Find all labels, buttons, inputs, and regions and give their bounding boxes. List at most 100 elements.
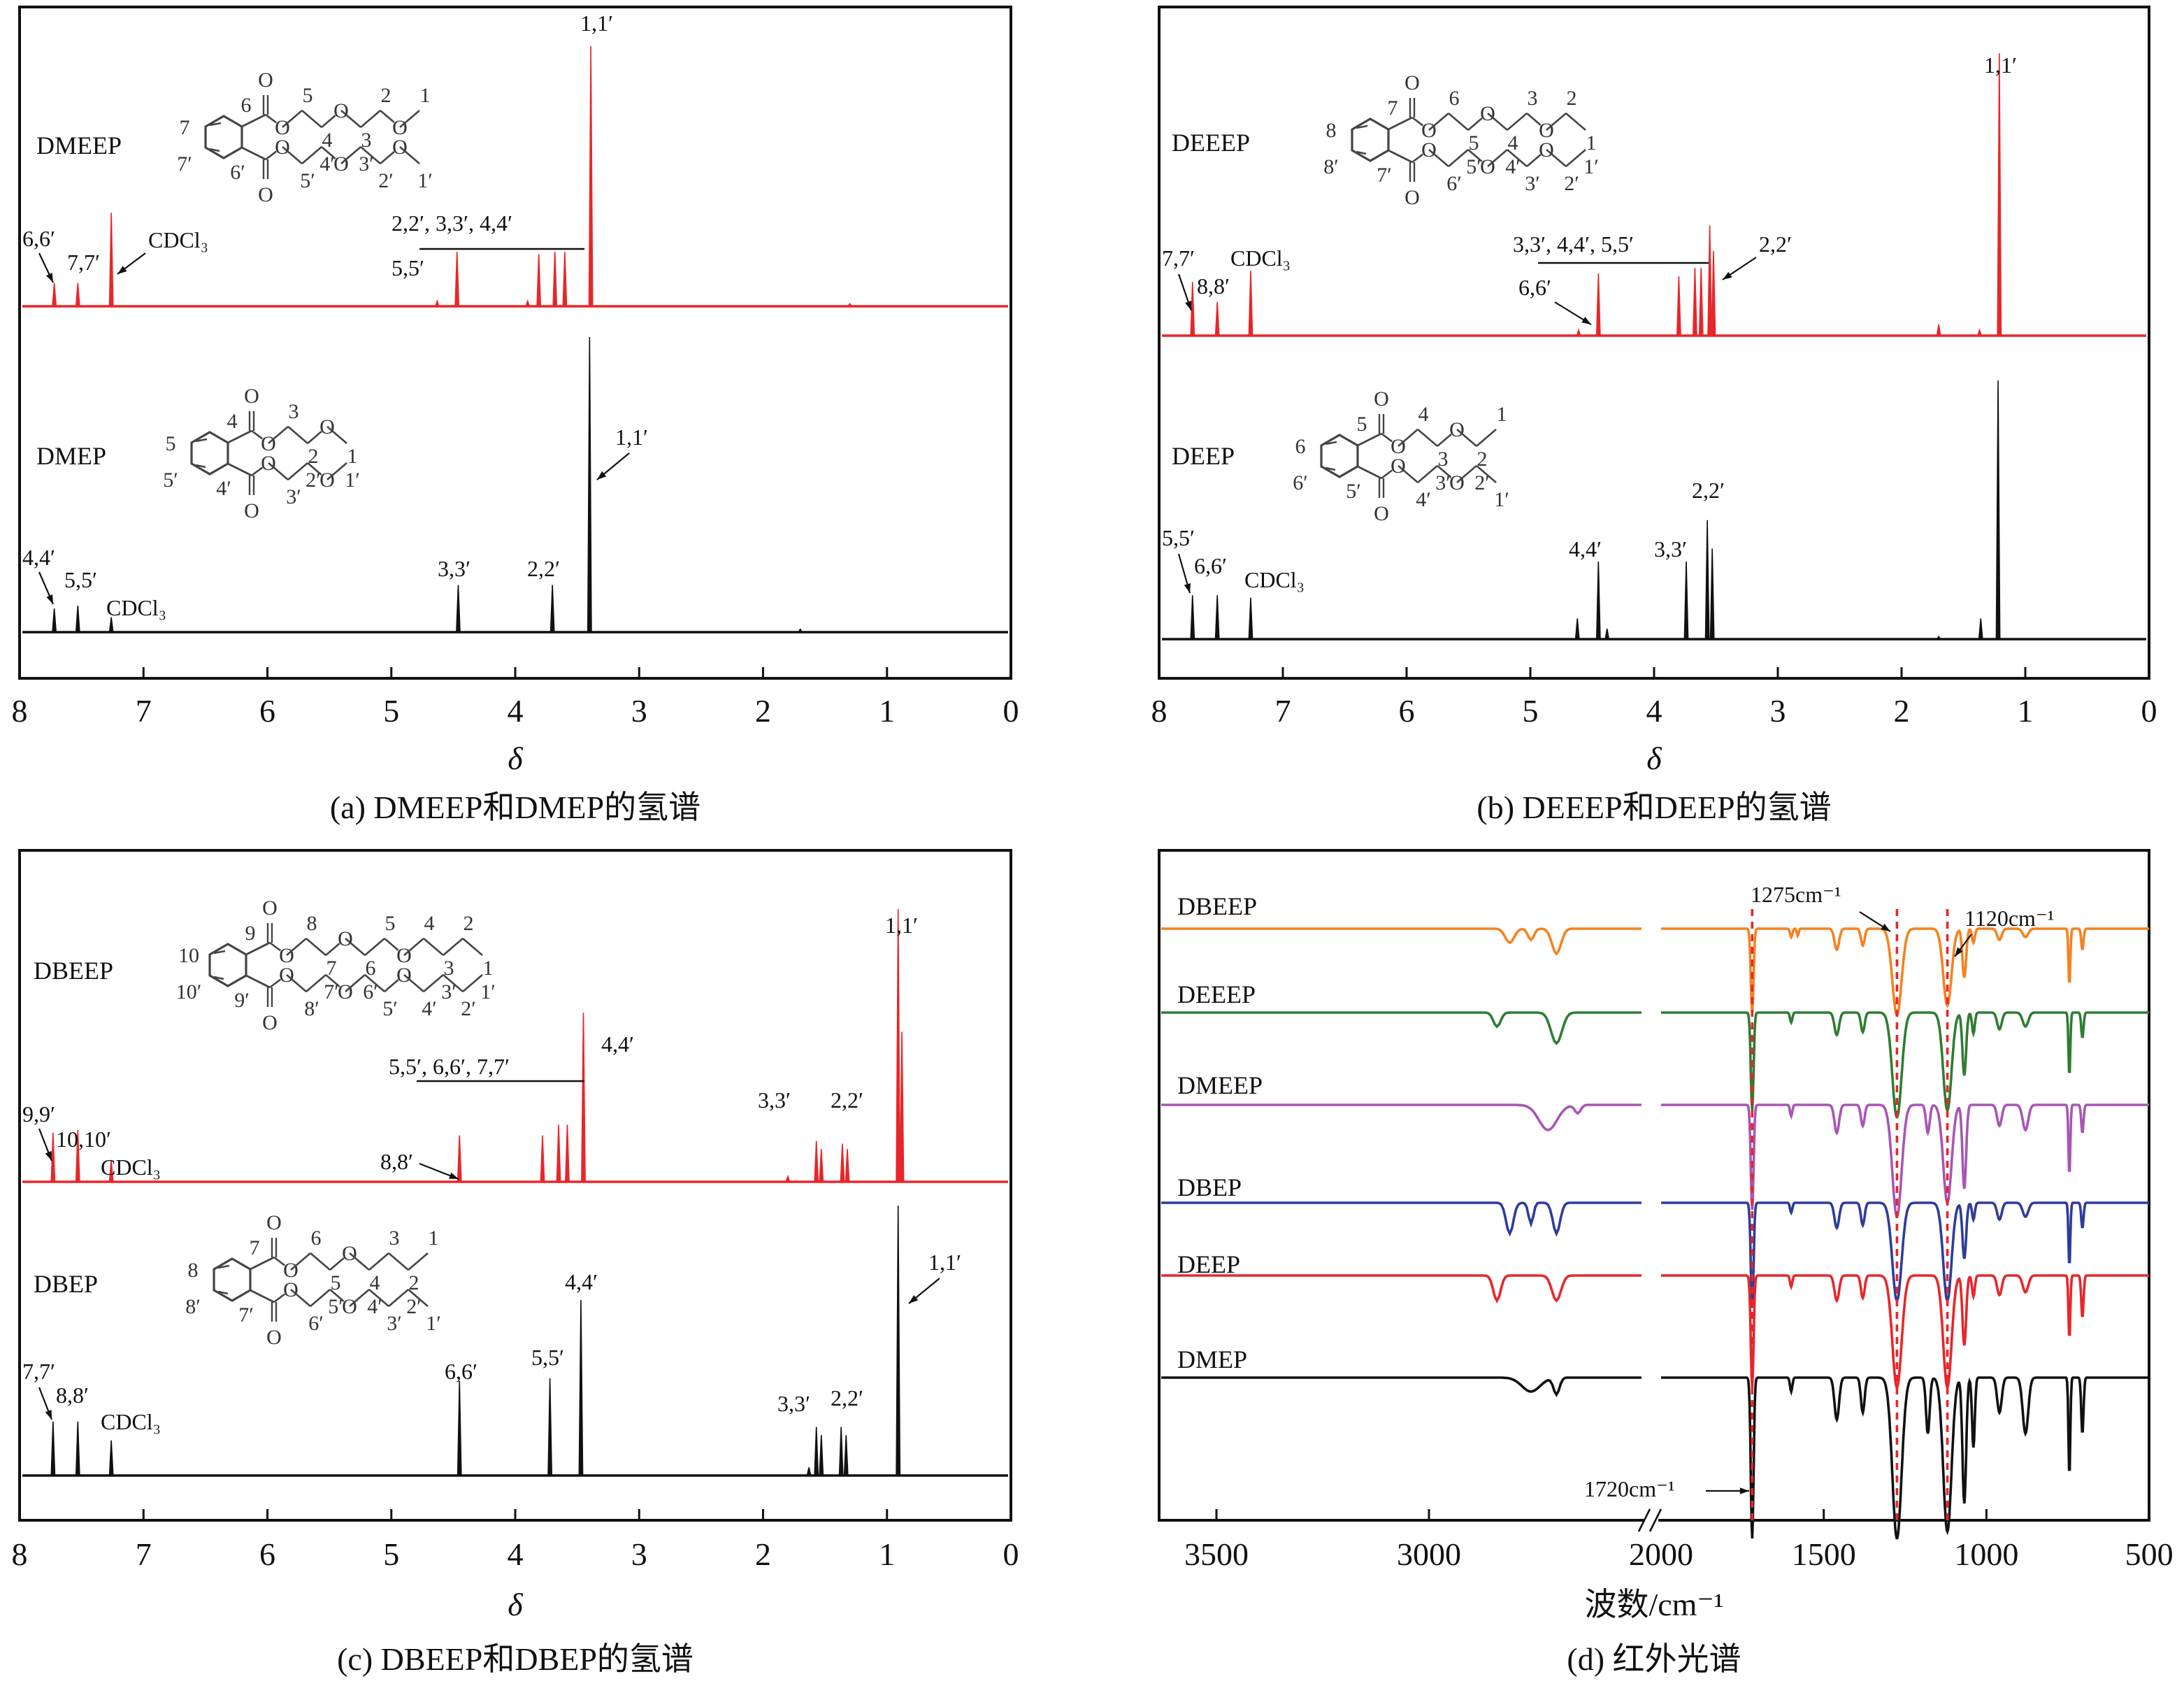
arrow-head-icon <box>1881 923 1890 931</box>
x-axis-label: δ <box>1646 741 1662 776</box>
plot-frame <box>1158 6 2150 680</box>
compound-label: DEEP <box>1177 1250 1240 1278</box>
ring-double-bond <box>1325 441 1337 445</box>
compound-label: DBEEP <box>34 957 113 985</box>
bond <box>340 146 361 164</box>
nmr-peak <box>1978 618 1983 640</box>
bond <box>1546 113 1567 131</box>
nmr-peak <box>1976 328 1983 336</box>
nmr-peak <box>75 283 80 307</box>
carbon-position-label: 4′ <box>1505 155 1521 178</box>
peak-annotation: 10,10′ <box>56 1127 111 1152</box>
ring-position-label: 5 <box>166 432 176 455</box>
carbon-position-label: 1 <box>483 957 494 980</box>
nmr-peak <box>457 1380 462 1476</box>
nmr-peak <box>847 302 853 307</box>
nmr-peak <box>434 299 440 307</box>
carbonyl-oxygen-label: O <box>262 1011 278 1034</box>
carbon-position-label: 3 <box>444 957 454 980</box>
nmr-peak <box>50 1132 56 1183</box>
compound-label: DBEP <box>1177 1173 1242 1201</box>
nmr-peak <box>578 1300 584 1476</box>
ir-trace-segment <box>1661 927 2149 1017</box>
carbon-position-label: 7′ <box>324 980 339 1003</box>
nmr-peak <box>587 336 592 633</box>
nmr-peak <box>52 608 57 633</box>
x-tick-label: 0 <box>1003 693 1019 729</box>
carbonyl-oxygen-label: O <box>258 183 273 206</box>
bond <box>1487 149 1508 167</box>
nmr-peak <box>899 1031 905 1183</box>
oxygen-label: O <box>261 432 276 455</box>
bond <box>250 1256 275 1271</box>
ring-position-label: 8′ <box>1323 155 1339 178</box>
oxygen-label: O <box>342 1295 357 1318</box>
ring-double-bond <box>195 464 206 469</box>
ring-double-bond <box>1356 124 1368 129</box>
nmr-peak <box>75 605 80 633</box>
bond <box>306 938 326 956</box>
carbon-position-label: 5 <box>385 912 396 935</box>
bond <box>349 1289 370 1307</box>
bond <box>345 938 366 956</box>
carbon-position-label: 1 <box>429 1227 439 1250</box>
bond <box>1448 113 1469 131</box>
bond <box>364 974 385 992</box>
carbon-position-label: 1 <box>1497 403 1507 426</box>
peak-annotation: 7,7′ <box>1162 245 1195 271</box>
peak-annotation: 1,1′ <box>885 913 918 938</box>
bond <box>1417 465 1438 483</box>
bond <box>290 1289 311 1307</box>
bond <box>388 1252 409 1271</box>
bond <box>443 974 464 992</box>
carbon-position-label: 2′ <box>378 169 394 192</box>
nmr-peak <box>562 251 568 307</box>
bond <box>290 1252 311 1271</box>
carbonyl-oxygen-label: O <box>1404 71 1420 94</box>
carbon-position-label: 4 <box>322 129 333 152</box>
bond <box>287 426 308 444</box>
bond <box>408 1289 429 1307</box>
bond <box>245 974 271 989</box>
nmr-peak <box>547 1378 553 1476</box>
x-tick-label: 8 <box>12 693 28 729</box>
nmr-peak <box>1214 595 1220 640</box>
ir-trace-segment <box>1161 1201 1641 1237</box>
bond <box>462 938 483 956</box>
ir-panel-d: 3500 3000 2000 1500 1000 500 波数/cm⁻¹ (d) 红外光谱 DB… <box>1158 849 2174 1677</box>
benzene-ring-icon <box>213 1257 252 1302</box>
bond <box>268 426 289 444</box>
nmr-peak <box>1995 380 2001 640</box>
carbon-position-label: 3 <box>361 129 372 152</box>
carbon-position-label: 6 <box>1449 87 1460 110</box>
carbon-position-label: 1 <box>1586 131 1597 155</box>
x-tick-label: 4 <box>508 1536 524 1572</box>
nmr-peak <box>1698 268 1704 336</box>
bond <box>326 426 347 444</box>
peak-annotation: 5,5′ <box>64 567 97 592</box>
ir-trace-DMEEP: DMEEP <box>1161 1071 2149 1218</box>
carbon-position-label: 1′ <box>1583 155 1599 178</box>
carbon-position-label: 1′ <box>1494 488 1509 511</box>
bond <box>462 974 483 992</box>
peak-annotation: 2,2′ <box>1759 231 1792 257</box>
carbon-position-label: 3′ <box>441 980 457 1003</box>
nmr-peak <box>819 1435 824 1476</box>
ring-position-label: 10 <box>178 944 199 967</box>
carbon-position-label: 6′ <box>1446 172 1462 195</box>
compound-label: DEEP <box>1172 442 1235 470</box>
bond <box>268 462 289 480</box>
panel-caption: (d) 红外光谱 <box>1567 1641 1741 1677</box>
nmr-peak <box>108 1440 114 1476</box>
oxygen-label: O <box>319 469 335 492</box>
nmr-peak <box>814 1141 819 1183</box>
ir-trace-DEEEP: DEEEP <box>1161 980 2149 1119</box>
bond <box>1456 429 1477 447</box>
x-tick-label: 2 <box>755 1536 771 1572</box>
